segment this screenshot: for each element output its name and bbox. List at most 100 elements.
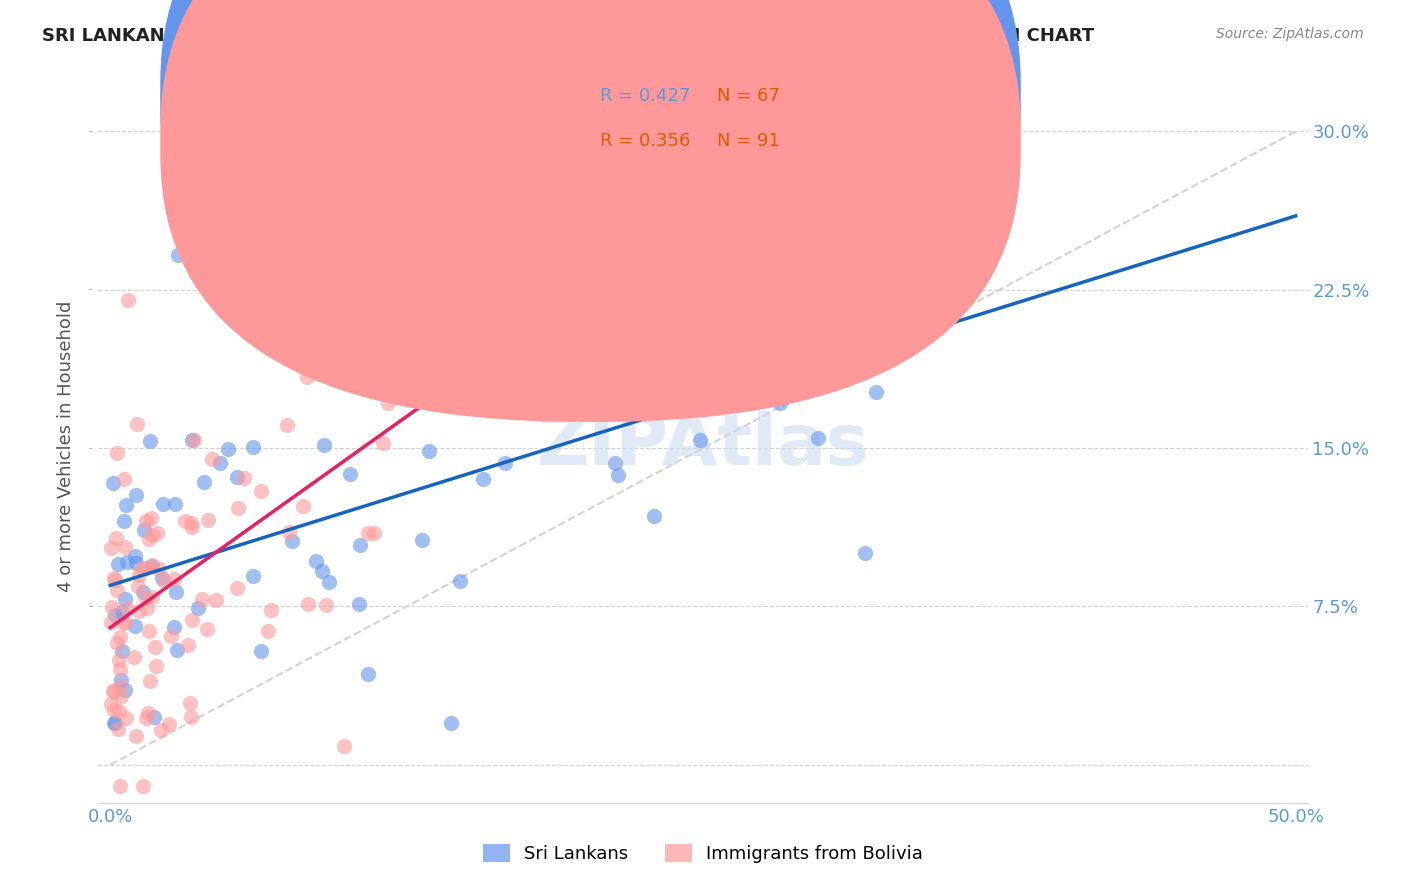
- Point: [363, 526, 385, 541]
- Point: [377, 396, 399, 410]
- Point: [174, 514, 197, 528]
- Point: [315, 599, 337, 613]
- Point: [139, 511, 162, 525]
- Point: [111, 644, 134, 658]
- Point: [141, 591, 163, 605]
- Point: [105, 445, 128, 459]
- Text: N = 91: N = 91: [717, 132, 780, 150]
- Point: [114, 615, 136, 630]
- Point: [103, 715, 125, 730]
- Point: [163, 573, 186, 587]
- Point: [159, 629, 181, 643]
- Point: [588, 404, 610, 418]
- Point: [141, 558, 163, 572]
- Point: [180, 709, 202, 723]
- Text: SRI LANKAN VS IMMIGRANTS FROM BOLIVIA 4 OR MORE VEHICLES IN HOUSEHOLD CORRELATIO: SRI LANKAN VS IMMIGRANTS FROM BOLIVIA 4 …: [42, 27, 1094, 45]
- Text: Source: ZipAtlas.com: Source: ZipAtlas.com: [1216, 27, 1364, 41]
- Point: [152, 497, 174, 511]
- Point: [195, 622, 218, 636]
- Point: [132, 523, 155, 537]
- Point: [332, 739, 354, 753]
- Point: [603, 456, 626, 470]
- Point: [103, 703, 125, 717]
- Point: [339, 467, 361, 481]
- Text: ZIPAtlas: ZIPAtlas: [537, 411, 869, 481]
- Point: [115, 498, 138, 512]
- Point: [105, 582, 128, 597]
- Point: [907, 293, 929, 308]
- Point: [260, 603, 283, 617]
- Point: [103, 684, 125, 698]
- Point: [125, 729, 148, 743]
- Point: [368, 341, 391, 355]
- Point: [873, 214, 896, 228]
- Point: [226, 582, 249, 596]
- Point: [311, 564, 333, 578]
- Point: [807, 431, 830, 445]
- Point: [103, 684, 125, 698]
- Point: [291, 499, 314, 513]
- Point: [226, 501, 249, 516]
- Point: [141, 528, 163, 542]
- Text: R = 0.356: R = 0.356: [600, 132, 690, 150]
- Point: [232, 470, 254, 484]
- Point: [101, 476, 124, 491]
- Point: [117, 293, 139, 308]
- Point: [138, 624, 160, 638]
- Point: [217, 442, 239, 457]
- Point: [131, 561, 153, 575]
- Point: [112, 616, 135, 631]
- Point: [208, 456, 231, 470]
- Point: [103, 571, 125, 585]
- Point: [142, 710, 165, 724]
- Point: [132, 779, 155, 793]
- Point: [124, 619, 146, 633]
- Point: [107, 557, 129, 571]
- Point: [181, 613, 204, 627]
- Point: [141, 559, 163, 574]
- Point: [135, 601, 157, 615]
- Point: [153, 574, 176, 589]
- Point: [769, 396, 792, 410]
- Point: [181, 433, 204, 447]
- Point: [139, 674, 162, 689]
- Point: [136, 561, 159, 575]
- Point: [145, 658, 167, 673]
- Point: [104, 532, 127, 546]
- Point: [187, 600, 209, 615]
- Point: [114, 540, 136, 554]
- Text: N = 67: N = 67: [717, 87, 780, 105]
- Point: [125, 488, 148, 502]
- Point: [373, 435, 395, 450]
- Point: [114, 711, 136, 725]
- Point: [606, 468, 628, 483]
- Point: [886, 323, 908, 337]
- Point: [204, 593, 226, 607]
- Point: [278, 524, 301, 539]
- Point: [104, 607, 127, 622]
- Point: [242, 568, 264, 582]
- Point: [138, 532, 160, 546]
- Point: [201, 451, 224, 466]
- Point: [314, 438, 336, 452]
- Point: [127, 417, 149, 431]
- Point: [128, 568, 150, 582]
- Point: [177, 638, 200, 652]
- Point: [108, 680, 131, 694]
- Point: [108, 653, 131, 667]
- Point: [100, 615, 122, 629]
- Point: [135, 514, 157, 528]
- Point: [165, 497, 187, 511]
- Point: [411, 533, 433, 547]
- Point: [150, 571, 173, 585]
- Point: [449, 574, 471, 588]
- Point: [357, 525, 380, 540]
- Point: [418, 444, 440, 458]
- Point: [346, 377, 368, 392]
- Point: [100, 697, 122, 711]
- Point: [124, 549, 146, 563]
- Point: [143, 640, 166, 654]
- Point: [276, 417, 298, 432]
- Point: [166, 247, 188, 261]
- Point: [179, 696, 201, 710]
